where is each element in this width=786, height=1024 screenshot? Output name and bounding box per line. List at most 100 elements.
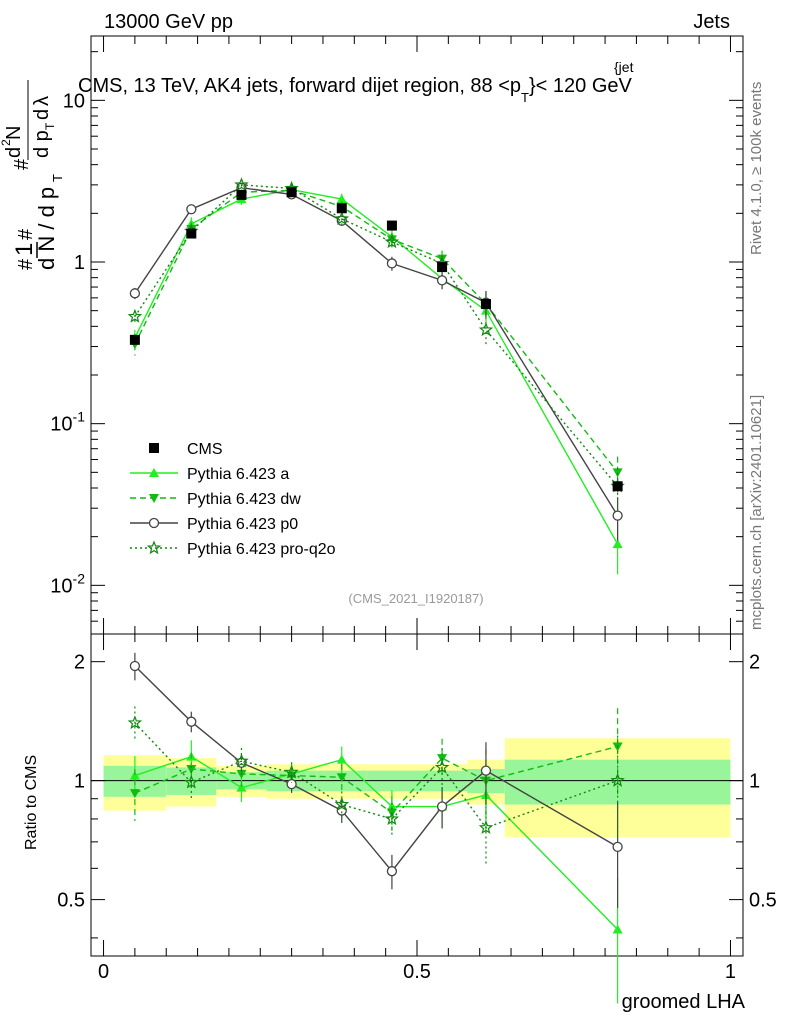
series-2-ratio-point <box>186 716 197 727</box>
series-2-point <box>129 288 141 299</box>
cms-point <box>437 262 448 273</box>
series-3-ratio-point <box>334 797 350 811</box>
svg-text:#: # <box>15 228 37 240</box>
svg-text:T: T <box>50 174 65 182</box>
svg-text:d N / d p: d N / d p <box>34 187 59 270</box>
cms-point <box>286 187 297 198</box>
series-3-ratio-point <box>184 774 199 789</box>
ratio-y-tick-label: 1 <box>74 771 85 793</box>
legend-marker <box>149 468 159 477</box>
cms-point <box>612 481 623 492</box>
legend-marker <box>149 494 159 503</box>
series-0-ratio-point <box>336 754 347 764</box>
chart-title-sub: T <box>521 90 529 105</box>
legend-entry-0: Pythia 6.423 a <box>130 466 289 483</box>
chart-title-main: CMS, 13 TeV, AK4 jets, forward dijet reg… <box>78 75 521 97</box>
x-axis-label: groomed LHA <box>622 991 746 1013</box>
series-2-ratio-point <box>386 866 398 877</box>
series-3-ratio-line <box>134 722 618 829</box>
legend-label: Pythia 6.423 pro-q2o <box>187 541 336 558</box>
series-3-ratio-point <box>610 772 625 787</box>
svg-text:2: 2 <box>0 139 13 146</box>
main-y-tick-label-base: 10 <box>50 575 72 597</box>
series-1-point <box>612 468 623 478</box>
main-y-tick-label: 10-1 <box>50 409 85 436</box>
main-y-tick-label-exponent: -1 <box>73 409 86 425</box>
series-2-point <box>386 258 398 269</box>
series-2-point <box>612 510 623 521</box>
svg-text:d: d <box>3 147 25 158</box>
chart-title-sup: {jet <box>614 59 634 75</box>
svg-text:1: 1 <box>11 243 38 256</box>
series-2-ratio-point <box>129 660 141 672</box>
series-1-point <box>437 254 448 264</box>
legend-cms-marker <box>149 443 159 453</box>
main-y-tick-label: 10 <box>63 90 85 112</box>
svg-text:#: # <box>11 158 33 170</box>
series-1-ratio-point <box>129 789 140 799</box>
ratio-y-label: Ratio to CMS <box>23 755 40 850</box>
series-0-ratio-point <box>236 782 247 792</box>
ratio-y-tick-label: 2 <box>74 652 85 674</box>
analysis-id: (CMS_2021_I1920187) <box>348 591 483 606</box>
series-3-ratio-point <box>284 764 299 779</box>
ratio-y-tick-label: 0.5 <box>57 890 85 912</box>
legend-marker <box>148 517 160 529</box>
series-0-point <box>336 194 347 204</box>
series-3-ratio-point <box>384 811 400 826</box>
cms-point <box>236 189 247 200</box>
main-y-tick-label-base: 10 <box>50 414 72 436</box>
ratio-bands <box>91 738 743 838</box>
series-2-point <box>436 275 448 286</box>
series-1-line <box>134 189 619 473</box>
legend-cms-label: CMS <box>187 441 223 458</box>
x-tick-label: 0 <box>98 961 109 983</box>
series-0-ratio-point <box>386 801 397 811</box>
main-y-tick-label-exponent: -2 <box>73 570 86 586</box>
legend-label: Pythia 6.423 dw <box>187 491 301 508</box>
main-y-tick-label: 10-2 <box>50 570 85 597</box>
series-3-ratio-point <box>434 759 450 774</box>
main-plot <box>127 177 625 575</box>
x-tick-label: 0.5 <box>403 961 431 983</box>
series-0-ratio-point <box>612 924 623 934</box>
svg-text:d: d <box>31 109 53 120</box>
series-3-point <box>234 177 249 192</box>
chart-title: CMS, 13 TeV, AK4 jets, forward dijet reg… <box>78 75 633 105</box>
cms-point <box>336 203 347 214</box>
ratio-y-tick-label-right: 1 <box>749 771 760 793</box>
series-3-point <box>127 308 143 323</box>
series-3-point <box>334 211 350 226</box>
cms-point <box>129 334 140 345</box>
main-y-tick-label: 1 <box>74 252 85 274</box>
mcplots-label: mcplots.cern.ch [arXiv:2401.10621] <box>748 395 765 630</box>
legend-entry-3: Pythia 6.423 pro-q2o <box>130 540 336 558</box>
series-3-ratio-point <box>234 753 249 768</box>
series-2-point <box>186 204 197 215</box>
legend-marker <box>146 540 162 555</box>
x-tick-label: 1 <box>725 961 736 983</box>
series-1-point <box>386 235 397 245</box>
legend-entry-1: Pythia 6.423 dw <box>130 491 301 508</box>
series-3-point <box>384 234 400 249</box>
svg-text:d p: d p <box>31 130 53 158</box>
series-3-ratio-point <box>478 820 494 834</box>
cms-point <box>386 220 397 231</box>
series-2-ratio-point <box>480 765 492 776</box>
svg-text:N: N <box>3 126 25 140</box>
series-3-ratio-point <box>127 715 143 730</box>
series-1-ratio-point <box>336 773 347 783</box>
header-right: Jets <box>693 11 730 33</box>
svg-text:#: # <box>15 258 37 270</box>
series-3-line <box>134 184 619 487</box>
series-0-point <box>612 539 623 549</box>
legend-entry-2: Pythia 6.423 p0 <box>130 516 298 533</box>
legend-label: Pythia 6.423 a <box>187 466 289 483</box>
series-2-ratio-point <box>612 841 623 852</box>
ratio-y-tick-label-right: 0.5 <box>749 890 777 912</box>
legend: CMS Pythia 6.423 a Pythia 6.423 dw Pythia 6… <box>130 441 336 558</box>
svg-text:λ: λ <box>31 96 53 106</box>
header-left: 13000 GeV pp <box>104 11 233 33</box>
